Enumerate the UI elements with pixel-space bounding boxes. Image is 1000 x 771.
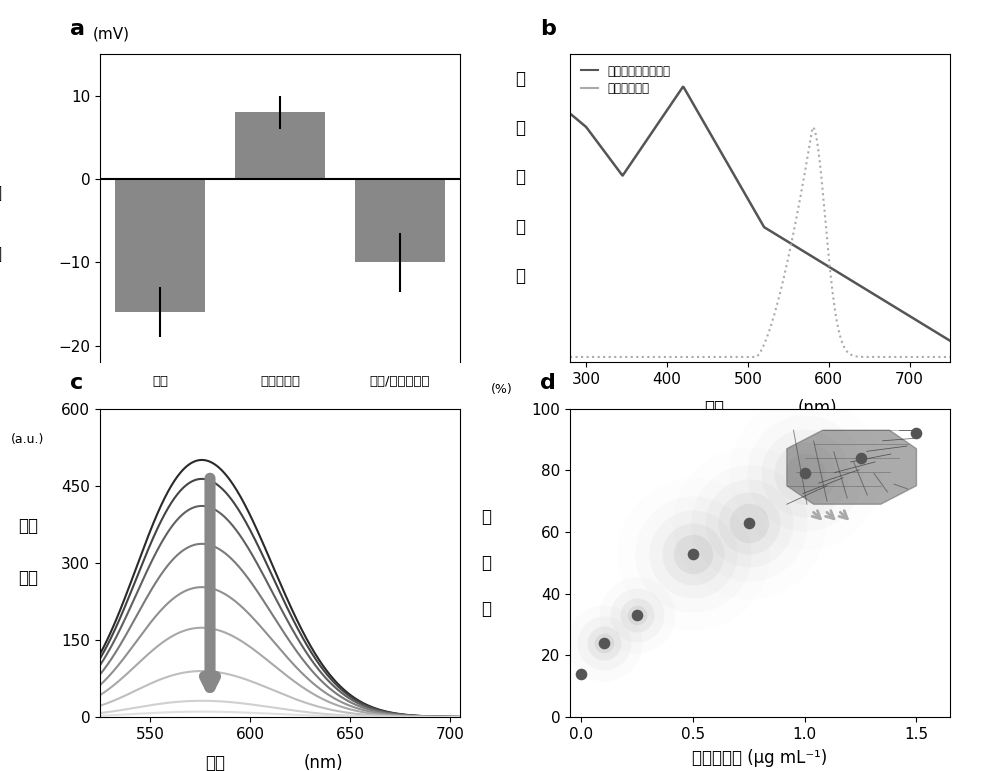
Point — [797, 467, 813, 480]
Text: 猝: 猝 — [481, 507, 491, 526]
Text: 强: 强 — [516, 217, 526, 236]
Point — [741, 517, 757, 529]
Point — [741, 517, 757, 529]
Text: (nm): (nm) — [303, 754, 343, 771]
Text: b: b — [540, 19, 556, 39]
Text: 率: 率 — [481, 600, 491, 618]
Text: (%): (%) — [491, 383, 512, 396]
Text: 灭: 灭 — [481, 554, 491, 572]
Text: 强度: 强度 — [18, 569, 38, 588]
Point — [685, 547, 701, 560]
Text: 荧光: 荧光 — [18, 517, 38, 535]
Point — [629, 609, 645, 621]
Bar — [355, 179, 445, 262]
Point — [741, 517, 757, 529]
Text: (nm): (nm) — [797, 399, 837, 417]
Point — [741, 517, 757, 529]
Text: a: a — [70, 19, 85, 39]
Text: 归: 归 — [516, 69, 526, 88]
Point — [596, 637, 612, 649]
Point — [685, 547, 701, 560]
Point — [741, 517, 757, 529]
Point — [596, 637, 612, 649]
Bar — [115, 179, 205, 312]
Point — [685, 547, 701, 560]
Legend: 羟基氧化钗吸收光谱, 碳点荧光光谱: 羟基氧化钗吸收光谱, 碳点荧光光谱 — [576, 60, 676, 100]
Text: 化: 化 — [516, 168, 526, 187]
Text: 碳点: 碳点 — [152, 375, 168, 388]
Text: c: c — [70, 373, 83, 393]
Text: 波长: 波长 — [704, 399, 724, 417]
Point — [797, 467, 813, 480]
Point — [596, 637, 612, 649]
Text: 电动: 电动 — [0, 183, 2, 202]
Text: 度: 度 — [516, 267, 526, 285]
Point — [853, 452, 869, 464]
Point — [573, 668, 589, 680]
Point — [797, 467, 813, 480]
Bar — [235, 113, 325, 179]
Point — [685, 547, 701, 560]
Text: 羟基氧化钗: 羟基氧化钗 — [260, 375, 300, 388]
Point — [629, 609, 645, 621]
Text: 电位: 电位 — [0, 245, 2, 264]
Point — [596, 637, 612, 649]
Point — [629, 609, 645, 621]
Point — [797, 467, 813, 480]
Point — [797, 467, 813, 480]
Point — [629, 609, 645, 621]
Point — [741, 517, 757, 529]
X-axis label: 羟基氧化钗 (μg mL⁻¹): 羟基氧化钗 (μg mL⁻¹) — [692, 749, 828, 766]
Text: (a.u.): (a.u.) — [11, 433, 45, 446]
Point — [685, 547, 701, 560]
Text: d: d — [540, 373, 556, 393]
Point — [797, 467, 813, 480]
Point — [629, 609, 645, 621]
Point — [685, 547, 701, 560]
Text: 波长: 波长 — [205, 754, 225, 771]
Text: 一: 一 — [516, 119, 526, 137]
Polygon shape — [787, 430, 916, 504]
Point — [596, 637, 612, 649]
Point — [908, 427, 924, 439]
Text: (mV): (mV) — [93, 27, 130, 42]
Text: 碳点/羟基氧化钗: 碳点/羟基氧化钗 — [370, 375, 430, 388]
